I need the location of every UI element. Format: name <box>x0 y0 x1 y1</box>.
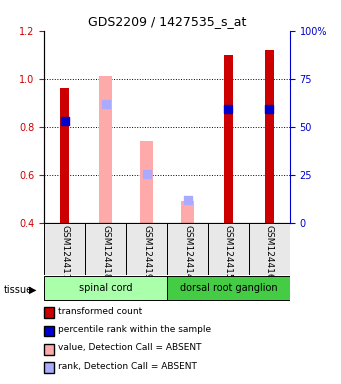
Point <box>103 101 108 107</box>
Bar <box>181 201 194 223</box>
Text: spinal cord: spinal cord <box>79 283 132 293</box>
Text: GSM124415: GSM124415 <box>224 225 233 280</box>
Point <box>267 106 272 112</box>
Bar <box>126 223 167 275</box>
Text: GSM124419: GSM124419 <box>142 225 151 280</box>
Bar <box>224 55 233 223</box>
Point <box>226 106 231 113</box>
Bar <box>99 76 112 223</box>
Bar <box>167 223 208 275</box>
Bar <box>265 50 274 223</box>
Bar <box>140 141 153 223</box>
Text: GSM124417: GSM124417 <box>60 225 69 280</box>
Point <box>185 197 190 203</box>
Point <box>144 170 149 177</box>
Bar <box>44 276 167 300</box>
Text: GSM124418: GSM124418 <box>101 225 110 280</box>
Text: percentile rank within the sample: percentile rank within the sample <box>58 325 211 334</box>
Text: tissue: tissue <box>3 285 32 295</box>
Text: GSM124416: GSM124416 <box>265 225 274 280</box>
Text: GSM124414: GSM124414 <box>183 225 192 280</box>
Text: ▶: ▶ <box>29 285 36 295</box>
Bar <box>167 276 290 300</box>
Bar <box>60 88 69 223</box>
Text: dorsal root ganglion: dorsal root ganglion <box>180 283 277 293</box>
Bar <box>44 223 85 275</box>
Text: value, Detection Call = ABSENT: value, Detection Call = ABSENT <box>58 343 202 353</box>
Bar <box>249 223 290 275</box>
Bar <box>85 223 126 275</box>
Bar <box>208 223 249 275</box>
Title: GDS2209 / 1427535_s_at: GDS2209 / 1427535_s_at <box>88 15 246 28</box>
Point <box>62 118 68 124</box>
Text: transformed count: transformed count <box>58 306 142 316</box>
Text: rank, Detection Call = ABSENT: rank, Detection Call = ABSENT <box>58 362 197 371</box>
